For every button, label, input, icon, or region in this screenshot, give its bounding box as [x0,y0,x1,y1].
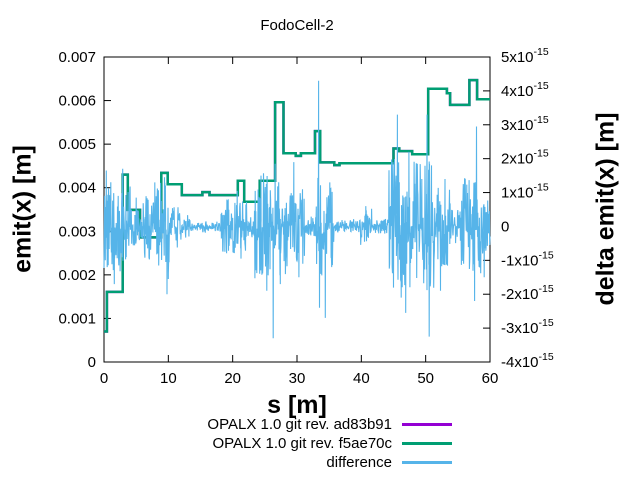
legend-item-difference: difference [326,453,452,472]
chart-title: FodoCell-2 [260,17,334,34]
x-tick-label: 10 [160,370,177,387]
y-tick-label: 0.004 [58,180,96,197]
legend-line-difference [402,461,452,464]
legend: OPALX 1.0 git rev. ad83b91 OPALX 1.0 git… [207,415,452,472]
legend-item-ad83b91: OPALX 1.0 git rev. ad83b91 [207,415,452,434]
y-tick-label: 0.001 [58,310,96,327]
y-tick-label: 0.007 [58,49,96,66]
y-tick-label: 0.002 [58,267,96,284]
y-tick-label: 0.005 [58,136,96,153]
y2-tick-label: 3x10-15 [501,114,549,134]
legend-label-f5ae70c: OPALX 1.0 git rev. f5ae70c [212,435,392,452]
y2-tick-label: -2x10-15 [501,283,554,303]
legend-line-ad83b91 [402,423,452,426]
x-tick-label: 0 [100,370,108,387]
y2-tick-label: 1x10-15 [501,182,549,202]
x-tick-label: 20 [224,370,241,387]
y-tick-label: 0 [88,354,96,371]
legend-label-ad83b91: OPALX 1.0 git rev. ad83b91 [207,416,392,433]
y2-tick-label: -4x10-15 [501,351,554,371]
y2-tick-label: 4x10-15 [501,80,549,100]
y2-tick-label: -1x10-15 [501,249,554,269]
legend-line-f5ae70c [402,442,452,445]
legend-label-difference: difference [326,454,392,471]
y2-tick-label: 2x10-15 [501,148,549,168]
x-tick-label: 40 [353,370,370,387]
y2-tick-label: -3x10-15 [501,317,554,337]
y-tick-label: 0.003 [58,223,96,240]
y-tick-label: 0.006 [58,93,96,110]
x-tick-label: 30 [289,370,306,387]
y2-tick-label: 5x10-15 [501,46,549,66]
series-difference [103,80,491,339]
x-tick-label: 60 [482,370,499,387]
legend-item-f5ae70c: OPALX 1.0 git rev. f5ae70c [212,434,452,453]
x-tick-label: 50 [417,370,434,387]
y2-tick-label: 0 [501,218,509,235]
